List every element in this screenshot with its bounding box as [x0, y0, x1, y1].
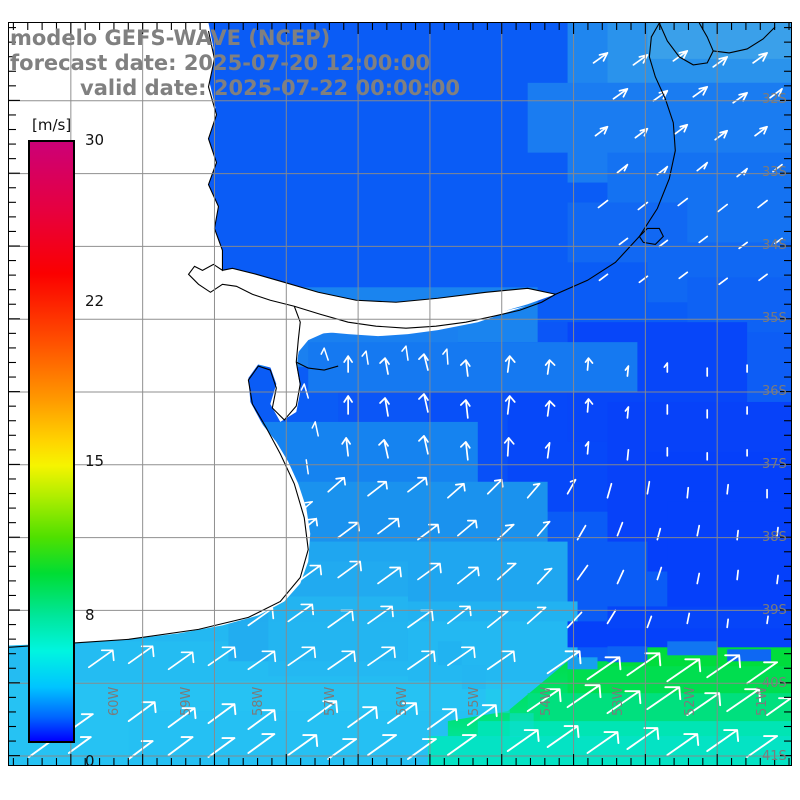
lat-label-36s: 36S	[762, 384, 787, 399]
colorbar-tick-15: 15	[85, 452, 105, 470]
lon-label-58w: 58W	[251, 686, 266, 716]
wind-direction-arrows	[28, 50, 791, 760]
lat-label-38s: 38S	[762, 530, 787, 545]
colorbar-tick-30: 30	[85, 131, 105, 149]
colorbar-units-label: [m/s]	[32, 116, 72, 134]
map-plot-frame	[8, 22, 792, 766]
land-mask	[9, 23, 556, 646]
lat-label-35s: 35S	[762, 311, 787, 326]
lat-label-41s: 41S	[762, 749, 787, 764]
wind-speed-raster	[9, 23, 791, 765]
lon-label-54w: 54W	[539, 686, 554, 716]
lon-label-57w: 57W	[323, 686, 338, 716]
colorbar-tick-8: 8	[85, 606, 95, 624]
lat-label-39s: 39S	[762, 603, 787, 618]
lon-label-52w: 52W	[683, 686, 698, 716]
colorbar-gradient	[28, 140, 75, 743]
lon-label-59w: 59W	[179, 686, 194, 716]
lon-label-53w: 53W	[611, 686, 626, 716]
axis-tick-ruler	[9, 23, 791, 765]
lat-label-40s: 40S	[762, 676, 787, 691]
colorbar-tick-22: 22	[85, 292, 105, 310]
lon-label-55w: 55W	[467, 686, 482, 716]
lat-label-32s: 32S	[762, 92, 787, 107]
lon-label-56w: 56W	[395, 686, 410, 716]
lon-label-51w: 51W	[755, 686, 770, 716]
lat-label-33s: 33S	[762, 165, 787, 180]
bottom-margin	[0, 775, 800, 800]
lat-label-34s: 34S	[762, 238, 787, 253]
coastline	[9, 23, 776, 648]
lon-label-60w: 60W	[107, 686, 122, 716]
colorbar-tick-0: 0	[85, 752, 95, 770]
lat-label-37s: 37S	[762, 457, 787, 472]
